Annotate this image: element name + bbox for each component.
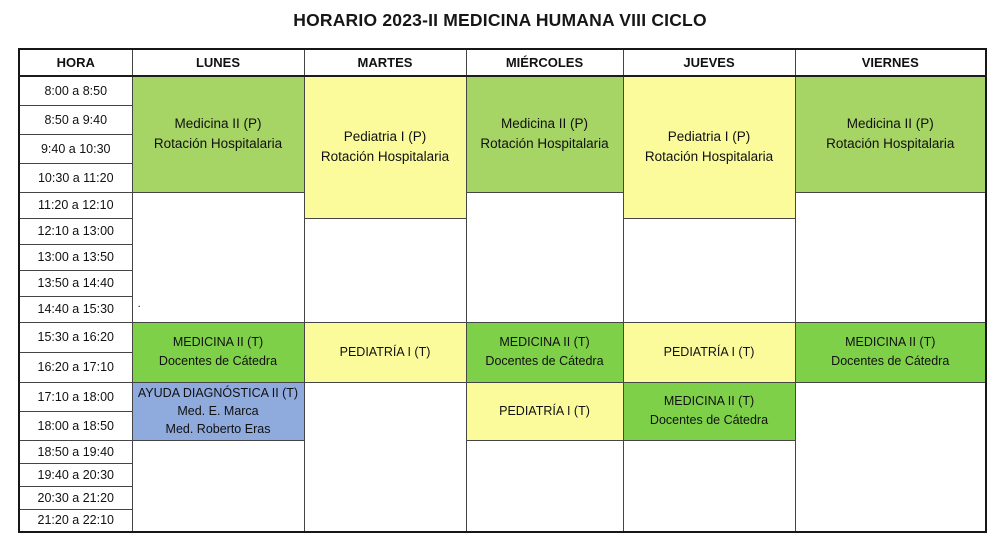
table-row: 12:10 a 13:00: [18, 217, 986, 323]
cell-line: MEDICINA II (T): [663, 394, 755, 408]
cell-miercoles-medicina-ii-practica: Medicina II (P) Rotación Hospitalaria: [465, 75, 624, 193]
cell-lunes-medicina-ii-practica: Medicina II (P) Rotación Hospitalaria: [131, 75, 305, 193]
header-viernes: VIERNES: [794, 48, 987, 77]
time-slot: 10:30 a 11:20: [18, 162, 133, 193]
schedule-table: HORA LUNES MARTES MIÉRCOLES JUEVES VIERN…: [18, 48, 987, 533]
cell-lunes-medicina-ii-teoria: MEDICINA II (T) Docentes de Cátedra: [131, 321, 305, 383]
cell-empty-martes-noche: [303, 381, 467, 533]
header-miercoles: MIÉRCOLES: [465, 48, 624, 77]
header-hora: HORA: [18, 48, 133, 77]
cell-line: Medicina II (P): [846, 116, 934, 132]
cell-line: Docentes de Cátedra: [485, 354, 604, 368]
table-row: 16:20 a 17:10: [18, 351, 986, 383]
cell-miercoles-pediatria-i-teoria-noche: PEDIATRÍA I (T): [465, 381, 624, 441]
table-row: 21:20 a 22:10: [18, 508, 986, 533]
cell-line: MEDICINA II (T): [172, 335, 264, 349]
time-slot: 15:30 a 16:20: [18, 321, 133, 353]
cell-line: Medicina II (P): [500, 116, 589, 132]
time-slot: 9:40 a 10:30: [18, 133, 133, 164]
cell-line: Med. E. Marca: [177, 404, 259, 418]
stray-dot: .: [137, 295, 141, 310]
time-slot: 18:50 a 19:40: [18, 439, 133, 464]
cell-line: Docentes de Cátedra: [649, 413, 769, 427]
time-slot: 17:10 a 18:00: [18, 381, 133, 412]
table-row: 15:30 a 16:20 MEDICINA II (T) Docentes d…: [18, 321, 987, 383]
cell-line: MEDICINA II (T): [499, 335, 590, 349]
cell-empty-viernes-midday: [794, 191, 987, 323]
cell-line: Docentes de Cátedra: [158, 354, 278, 368]
cell-empty-jueves-noche: [622, 439, 796, 533]
header-martes: MARTES: [303, 48, 467, 77]
cell-line: AYUDA DIAGNÓSTICA II (T): [137, 386, 299, 400]
time-slot: 19:40 a 20:30: [18, 462, 133, 487]
cell-empty-miercoles-midday: [465, 191, 624, 323]
time-slot: 16:20 a 17:10: [18, 351, 133, 383]
cell-martes-pediatria-i-teoria: PEDIATRÍA I (T): [303, 321, 467, 383]
cell-line: Rotación Hospitalaria: [644, 149, 774, 165]
table-row: 18:00 a 18:50: [18, 410, 986, 441]
time-slot: 8:50 a 9:40: [18, 104, 133, 135]
cell-line: Docentes de Cátedra: [831, 354, 950, 368]
table-row: 11:20 a 12:10 .: [18, 191, 987, 323]
cell-line: Med. Roberto Eras: [165, 422, 271, 436]
table-row: 18:50 a 19:40: [18, 439, 986, 533]
cell-viernes-medicina-ii-practica: Medicina II (P) Rotación Hospitalaria: [794, 75, 987, 193]
cell-miercoles-medicina-ii-teoria: MEDICINA II (T) Docentes de Cátedra: [465, 321, 624, 383]
cell-line: Pediatria I (P): [667, 129, 751, 145]
cell-line: Rotación Hospitalaria: [153, 136, 283, 152]
time-slot: 21:20 a 22:10: [18, 508, 133, 533]
cell-line: Rotación Hospitalaria: [480, 136, 609, 152]
cell-empty-martes-midday: [303, 217, 467, 323]
time-slot: 14:40 a 15:30: [18, 295, 133, 323]
table-row: 13:50 a 14:40: [18, 269, 986, 297]
cell-jueves-medicina-ii-teoria-noche: MEDICINA II (T) Docentes de Cátedra: [622, 381, 796, 441]
cell-line: PEDIATRÍA I (T): [663, 344, 755, 359]
time-slot: 13:00 a 13:50: [18, 243, 133, 271]
cell-jueves-pediatria-i-practica: Pediatria I (P) Rotación Hospitalaria: [622, 75, 796, 219]
cell-empty-lunes-midday: .: [131, 191, 305, 323]
page-title: HORARIO 2023-II MEDICINA HUMANA VIII CIC…: [293, 10, 707, 30]
cell-viernes-medicina-ii-teoria: MEDICINA II (T) Docentes de Cátedra: [794, 321, 987, 383]
time-slot: 13:50 a 14:40: [18, 269, 133, 297]
header-row: HORA LUNES MARTES MIÉRCOLES JUEVES VIERN…: [18, 48, 987, 77]
cell-empty-lunes-noche: [131, 439, 305, 533]
cell-empty-jueves-midday: [622, 217, 796, 323]
table-row: 14:40 a 15:30: [18, 295, 986, 323]
cell-line: Medicina II (P): [174, 116, 262, 132]
cell-line: Rotación Hospitalaria: [826, 136, 955, 152]
cell-line: Rotación Hospitalaria: [320, 149, 450, 165]
header-lunes: LUNES: [131, 48, 305, 77]
cell-martes-pediatria-i-practica: Pediatria I (P) Rotación Hospitalaria: [303, 75, 467, 219]
cell-empty-miercoles-noche: [465, 439, 624, 533]
time-slot: 8:00 a 8:50: [18, 75, 133, 106]
time-slot: 12:10 a 13:00: [18, 217, 133, 245]
cell-jueves-pediatria-i-teoria: PEDIATRÍA I (T): [622, 321, 796, 383]
cell-line: Pediatria I (P): [343, 129, 427, 145]
table-row: 9:40 a 10:30: [18, 133, 986, 164]
cell-lunes-ayuda-diagnostica: AYUDA DIAGNÓSTICA II (T) Med. E. Marca M…: [131, 381, 305, 441]
cell-line: PEDIATRÍA I (T): [499, 403, 590, 418]
cell-line: MEDICINA II (T): [845, 335, 936, 349]
time-slot: 18:00 a 18:50: [18, 410, 133, 441]
table-row: 8:00 a 8:50 Medicina II (P) Rotación Hos…: [18, 75, 987, 219]
cell-empty-viernes-noche: [794, 381, 987, 533]
cell-line: PEDIATRÍA I (T): [339, 344, 431, 359]
time-slot: 11:20 a 12:10: [18, 191, 133, 219]
table-row: 8:50 a 9:40: [18, 104, 986, 135]
table-row: 17:10 a 18:00 AYUDA DIAGNÓSTICA II (T) M…: [18, 381, 987, 533]
header-jueves: JUEVES: [622, 48, 796, 77]
table-row: 13:00 a 13:50: [18, 243, 986, 271]
time-slot: 20:30 a 21:20: [18, 485, 133, 510]
